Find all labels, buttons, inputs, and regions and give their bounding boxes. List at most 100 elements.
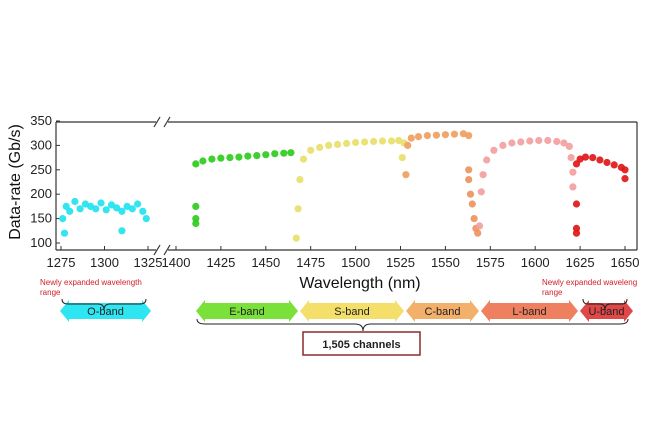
data-point bbox=[343, 139, 351, 147]
x-tick-label: 1325 bbox=[134, 255, 163, 270]
series-c bbox=[402, 130, 473, 179]
data-point bbox=[76, 205, 84, 213]
band-label-l-band: L-band bbox=[512, 306, 546, 318]
band-arrow-c-band bbox=[406, 300, 479, 322]
data-point bbox=[92, 205, 100, 213]
data-point bbox=[477, 188, 485, 196]
right-expansion-note-line1: Newly expanded waveleng bbox=[542, 278, 637, 287]
data-point bbox=[621, 166, 629, 174]
data-point bbox=[483, 156, 491, 164]
data-point bbox=[271, 150, 279, 158]
data-point bbox=[479, 171, 487, 179]
x-tick-label: 1475 bbox=[296, 255, 325, 270]
series-o bbox=[59, 197, 150, 237]
data-point bbox=[253, 152, 261, 160]
axis-break-mark bbox=[163, 244, 171, 256]
data-point bbox=[217, 154, 225, 162]
data-point bbox=[387, 137, 396, 145]
data-point bbox=[404, 141, 412, 149]
data-point bbox=[621, 175, 629, 183]
data-point bbox=[535, 136, 543, 145]
x-tick-label: 1650 bbox=[611, 255, 640, 270]
data-point bbox=[59, 215, 67, 223]
left-expansion-note-line2: range bbox=[40, 288, 61, 297]
channels-bracket bbox=[196, 318, 629, 332]
data-point bbox=[465, 132, 473, 140]
band-label-e-band: E-band bbox=[229, 306, 264, 318]
left-expansion-note-line1: Newly expanded wavelength bbox=[40, 278, 142, 287]
band-label-u-band: U-band bbox=[588, 306, 624, 318]
right-expansion-note-line2: range bbox=[542, 288, 563, 297]
data-point bbox=[244, 152, 252, 160]
data-point bbox=[192, 202, 200, 210]
y-tick-label: 250 bbox=[30, 162, 52, 177]
y-axis: 100 150 200 250 300 350 bbox=[30, 113, 60, 250]
data-point bbox=[569, 168, 577, 176]
band-label-o-band: O-band bbox=[87, 306, 124, 318]
band-bar-row: O-band E-band S-band C-band L-band U-band bbox=[60, 300, 633, 322]
data-point bbox=[139, 207, 147, 215]
data-point bbox=[395, 136, 403, 145]
x-tick-label: 1275 bbox=[47, 255, 76, 270]
data-point bbox=[544, 136, 552, 145]
axis-break-mark bbox=[163, 116, 171, 128]
band-arrow-o-band bbox=[60, 300, 151, 322]
data-point bbox=[465, 176, 473, 184]
data-point bbox=[517, 138, 525, 146]
series-c-l-edge bbox=[465, 166, 482, 237]
data-point bbox=[474, 229, 482, 237]
data-point bbox=[414, 133, 423, 141]
series-s bbox=[292, 136, 408, 242]
data-point bbox=[370, 137, 378, 146]
data-point bbox=[316, 143, 324, 151]
band-arrow-l-band bbox=[481, 300, 578, 322]
y-tick-label: 100 bbox=[30, 235, 52, 250]
y-axis-title: Data-rate (Gb/s) bbox=[7, 124, 24, 240]
data-point bbox=[596, 156, 604, 164]
band-arrow-u-band bbox=[580, 300, 633, 322]
data-point bbox=[603, 158, 611, 167]
data-point bbox=[508, 139, 516, 147]
band-arrow-e-band bbox=[196, 300, 298, 322]
data-point bbox=[475, 222, 484, 230]
series-l bbox=[475, 136, 577, 230]
data-point bbox=[134, 200, 142, 208]
data-point bbox=[292, 234, 300, 242]
data-point bbox=[407, 134, 415, 142]
band-label-s-band: S-band bbox=[334, 306, 369, 318]
channels-label: 1,505 channels bbox=[322, 339, 400, 351]
series-e bbox=[192, 149, 295, 228]
data-point bbox=[113, 204, 121, 212]
left-bracket bbox=[61, 298, 147, 311]
data-point bbox=[142, 215, 150, 223]
x-tick-label: 1500 bbox=[341, 255, 370, 270]
data-point bbox=[398, 154, 406, 162]
data-point bbox=[465, 166, 473, 174]
data-point bbox=[572, 229, 581, 237]
data-point bbox=[581, 153, 590, 161]
data-point bbox=[226, 154, 234, 162]
x-axis-title: Wavelength (nm) bbox=[299, 275, 420, 292]
x-tick-label: 1575 bbox=[476, 255, 505, 270]
data-point bbox=[378, 137, 387, 145]
data-point bbox=[560, 139, 568, 147]
axis-break-mark bbox=[153, 244, 161, 256]
band-arrow-s-band bbox=[300, 300, 404, 322]
band-label-c-band: C-band bbox=[424, 306, 460, 318]
data-point bbox=[361, 138, 369, 146]
data-point bbox=[402, 171, 410, 179]
data-point bbox=[468, 200, 476, 208]
data-point bbox=[192, 219, 200, 228]
data-point bbox=[294, 205, 302, 213]
y-tick-label: 300 bbox=[30, 137, 52, 152]
y-tick-label: 200 bbox=[30, 186, 52, 201]
data-point bbox=[325, 141, 333, 149]
data-point bbox=[299, 155, 308, 163]
data-point bbox=[128, 205, 136, 213]
data-point bbox=[589, 154, 597, 162]
data-point bbox=[192, 160, 200, 168]
data-point bbox=[553, 137, 561, 146]
data-point bbox=[450, 130, 458, 138]
x-tick-label: 1525 bbox=[386, 255, 415, 270]
